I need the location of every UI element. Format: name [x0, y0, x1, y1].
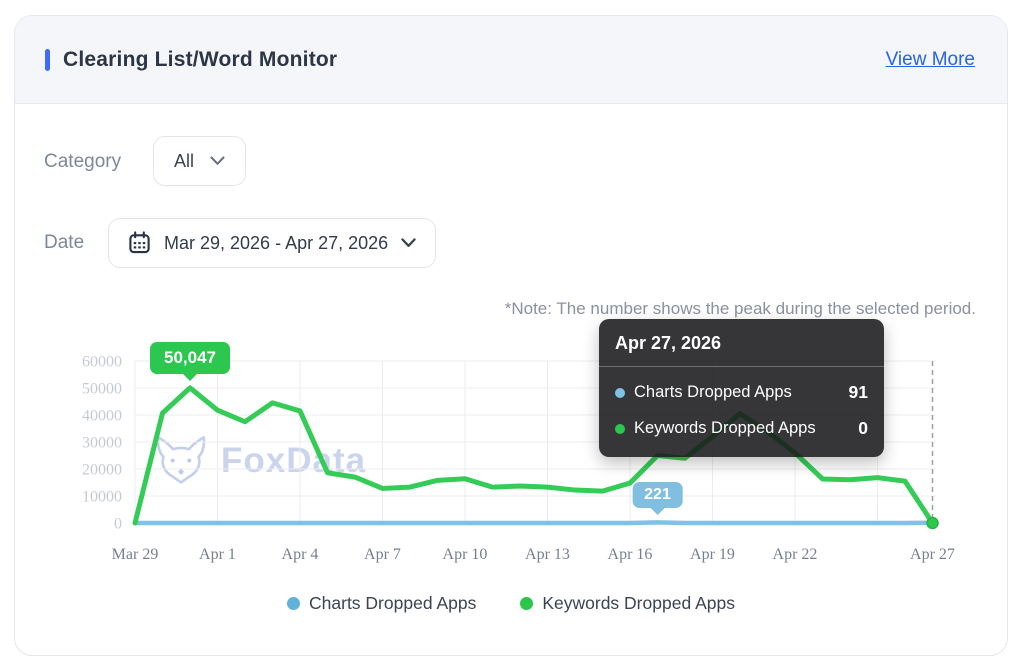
date-range-picker[interactable]: Mar 29, 2026 - Apr 27, 2026 [108, 218, 437, 268]
tooltip-value: 91 [848, 382, 868, 402]
keywords-peak-badge: 50,047 [150, 341, 230, 374]
peak-note: *Note: The number shows the peak during … [504, 299, 976, 318]
series-line-keywords-dropped-apps [132, 385, 935, 526]
tooltip-label: Charts Dropped Apps [634, 383, 792, 401]
card-header: Clearing List/Word Monitor View More [15, 16, 1007, 104]
x-axis-tick: Apr 22 [773, 546, 818, 563]
chart-tooltip: Apr 27, 2026 Charts Dropped Apps 91 Keyw… [599, 319, 884, 457]
page-title: Clearing List/Word Monitor [63, 47, 338, 71]
calendar-icon [129, 231, 150, 254]
tooltip-row-charts: Charts Dropped Apps 91 [615, 382, 868, 403]
x-axis-tick: Apr 4 [282, 546, 319, 563]
y-axis-tick: 60000 [82, 354, 122, 371]
y-axis-tick: 0 [114, 516, 122, 533]
hover-point-dot [926, 516, 939, 530]
charts-peak-badge: 221 [632, 482, 683, 509]
accent-bar [45, 48, 50, 71]
legend-dot-charts [287, 597, 301, 610]
series-dot-keywords [615, 423, 625, 434]
tooltip-divider [599, 366, 884, 367]
chevron-down-icon [401, 238, 416, 247]
y-axis-tick: 20000 [82, 462, 122, 479]
x-axis-tick: Apr 27 [910, 546, 955, 563]
tooltip-label: Keywords Dropped Apps [634, 419, 816, 437]
x-axis-tick: Apr 1 [199, 546, 236, 563]
tooltip-row-keywords: Keywords Dropped Apps 0 [615, 418, 868, 439]
legend-label: Charts Dropped Apps [309, 593, 477, 613]
chevron-down-icon [210, 156, 225, 165]
category-label: Category [44, 151, 122, 172]
category-select[interactable]: All [153, 136, 247, 186]
clearing-list-word-monitor-card: Clearing List/Word Monitor View More Cat… [14, 15, 1008, 656]
legend-item-keywords-dropped-apps[interactable]: Keywords Dropped Apps [520, 593, 735, 614]
chart-legend: Charts Dropped Apps Keywords Dropped App… [15, 593, 1007, 614]
x-axis-tick: Apr 16 [608, 546, 653, 563]
series-dot-charts [615, 387, 625, 398]
view-more-link[interactable]: View More [885, 48, 975, 70]
date-range-value: Mar 29, 2026 - Apr 27, 2026 [164, 232, 389, 253]
x-axis-tick: Apr 7 [364, 546, 401, 563]
y-axis-tick: 10000 [82, 489, 122, 506]
y-axis-tick: 50000 [82, 381, 122, 398]
y-axis-tick: 40000 [82, 408, 122, 425]
legend-item-charts-dropped-apps[interactable]: Charts Dropped Apps [287, 593, 476, 614]
x-axis-tick: Apr 13 [525, 546, 570, 563]
tooltip-date: Apr 27, 2026 [615, 333, 722, 353]
legend-label: Keywords Dropped Apps [542, 593, 735, 613]
x-axis-tick: Apr 10 [443, 546, 488, 563]
category-value: All [174, 150, 195, 171]
x-axis-tick: Apr 19 [690, 546, 735, 563]
y-axis-tick: 30000 [82, 435, 122, 452]
x-axis-tick: Mar 29 [112, 546, 159, 563]
date-label: Date [44, 232, 85, 253]
tooltip-value: 0 [858, 418, 868, 438]
series-line-charts-dropped-apps [132, 520, 935, 526]
legend-dot-keywords [520, 597, 534, 610]
